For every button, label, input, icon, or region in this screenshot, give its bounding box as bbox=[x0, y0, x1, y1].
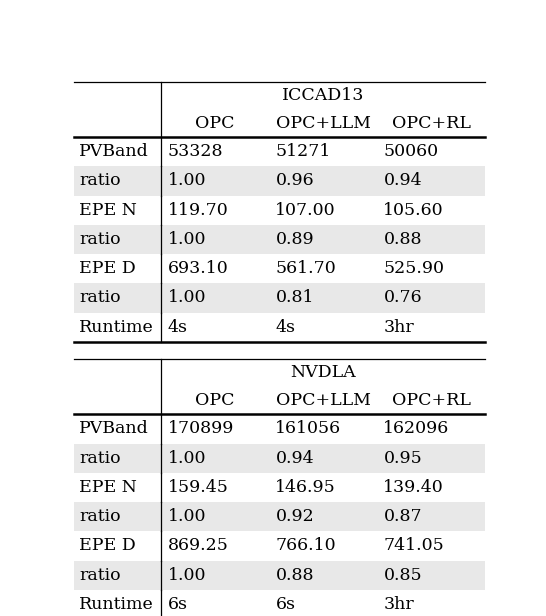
Text: 1.00: 1.00 bbox=[168, 567, 206, 584]
Text: PVBand: PVBand bbox=[79, 143, 149, 160]
Text: 741.05: 741.05 bbox=[383, 537, 444, 554]
Text: NVDLA: NVDLA bbox=[290, 364, 356, 381]
Text: 0.96: 0.96 bbox=[275, 172, 314, 190]
Text: 6s: 6s bbox=[275, 596, 295, 613]
Text: 766.10: 766.10 bbox=[275, 537, 336, 554]
Text: 0.94: 0.94 bbox=[275, 450, 314, 467]
Text: OPC+LLM: OPC+LLM bbox=[276, 392, 371, 409]
Bar bbox=[74, 561, 485, 590]
Text: 0.88: 0.88 bbox=[383, 231, 422, 248]
Text: 3hr: 3hr bbox=[383, 596, 414, 613]
Text: 0.89: 0.89 bbox=[275, 231, 314, 248]
Text: ratio: ratio bbox=[79, 450, 121, 467]
Text: 119.70: 119.70 bbox=[168, 201, 228, 219]
Bar bbox=[74, 502, 485, 531]
Text: PVBand: PVBand bbox=[79, 420, 149, 437]
Text: 525.90: 525.90 bbox=[383, 260, 444, 277]
Text: ratio: ratio bbox=[79, 508, 121, 525]
Text: 162096: 162096 bbox=[383, 420, 450, 437]
Text: 3hr: 3hr bbox=[383, 318, 414, 336]
Text: 50060: 50060 bbox=[383, 143, 438, 160]
Text: EPE D: EPE D bbox=[79, 260, 136, 277]
Text: 159.45: 159.45 bbox=[168, 479, 228, 496]
Text: 146.95: 146.95 bbox=[275, 479, 336, 496]
Text: 0.85: 0.85 bbox=[383, 567, 422, 584]
Text: 0.94: 0.94 bbox=[383, 172, 422, 190]
Text: 1.00: 1.00 bbox=[168, 450, 206, 467]
Text: 0.88: 0.88 bbox=[275, 567, 314, 584]
Text: EPE D: EPE D bbox=[79, 537, 136, 554]
Bar bbox=[74, 283, 485, 312]
Text: 139.40: 139.40 bbox=[383, 479, 444, 496]
Bar bbox=[74, 444, 485, 473]
Text: 107.00: 107.00 bbox=[275, 201, 336, 219]
Text: Runtime: Runtime bbox=[79, 596, 154, 613]
Text: 105.60: 105.60 bbox=[383, 201, 444, 219]
Text: 6s: 6s bbox=[168, 596, 187, 613]
Text: 1.00: 1.00 bbox=[168, 508, 206, 525]
Text: EPE N: EPE N bbox=[79, 201, 137, 219]
Text: 161056: 161056 bbox=[275, 420, 342, 437]
Text: ratio: ratio bbox=[79, 290, 121, 307]
Bar bbox=[74, 225, 485, 254]
Text: OPC+RL: OPC+RL bbox=[392, 392, 471, 409]
Text: OPC: OPC bbox=[195, 392, 235, 409]
Text: 0.87: 0.87 bbox=[383, 508, 422, 525]
Text: 0.76: 0.76 bbox=[383, 290, 422, 307]
Text: 1.00: 1.00 bbox=[168, 231, 206, 248]
Text: OPC+RL: OPC+RL bbox=[392, 115, 471, 132]
Text: EPE N: EPE N bbox=[79, 479, 137, 496]
Text: Runtime: Runtime bbox=[79, 318, 154, 336]
Text: 561.70: 561.70 bbox=[275, 260, 336, 277]
Text: 51271: 51271 bbox=[275, 143, 331, 160]
Text: 4s: 4s bbox=[168, 318, 187, 336]
Text: 1.00: 1.00 bbox=[168, 172, 206, 190]
Bar bbox=[74, 166, 485, 195]
Text: 170899: 170899 bbox=[168, 420, 234, 437]
Text: 693.10: 693.10 bbox=[168, 260, 228, 277]
Text: 53328: 53328 bbox=[168, 143, 223, 160]
Text: OPC: OPC bbox=[195, 115, 235, 132]
Text: 4s: 4s bbox=[275, 318, 295, 336]
Text: 0.81: 0.81 bbox=[275, 290, 314, 307]
Text: 0.95: 0.95 bbox=[383, 450, 422, 467]
Text: 0.92: 0.92 bbox=[275, 508, 314, 525]
Text: ratio: ratio bbox=[79, 231, 121, 248]
Text: 1.00: 1.00 bbox=[168, 290, 206, 307]
Text: ICCAD13: ICCAD13 bbox=[282, 87, 364, 104]
Text: OPC+LLM: OPC+LLM bbox=[276, 115, 371, 132]
Text: ratio: ratio bbox=[79, 567, 121, 584]
Text: 869.25: 869.25 bbox=[168, 537, 228, 554]
Text: ratio: ratio bbox=[79, 172, 121, 190]
